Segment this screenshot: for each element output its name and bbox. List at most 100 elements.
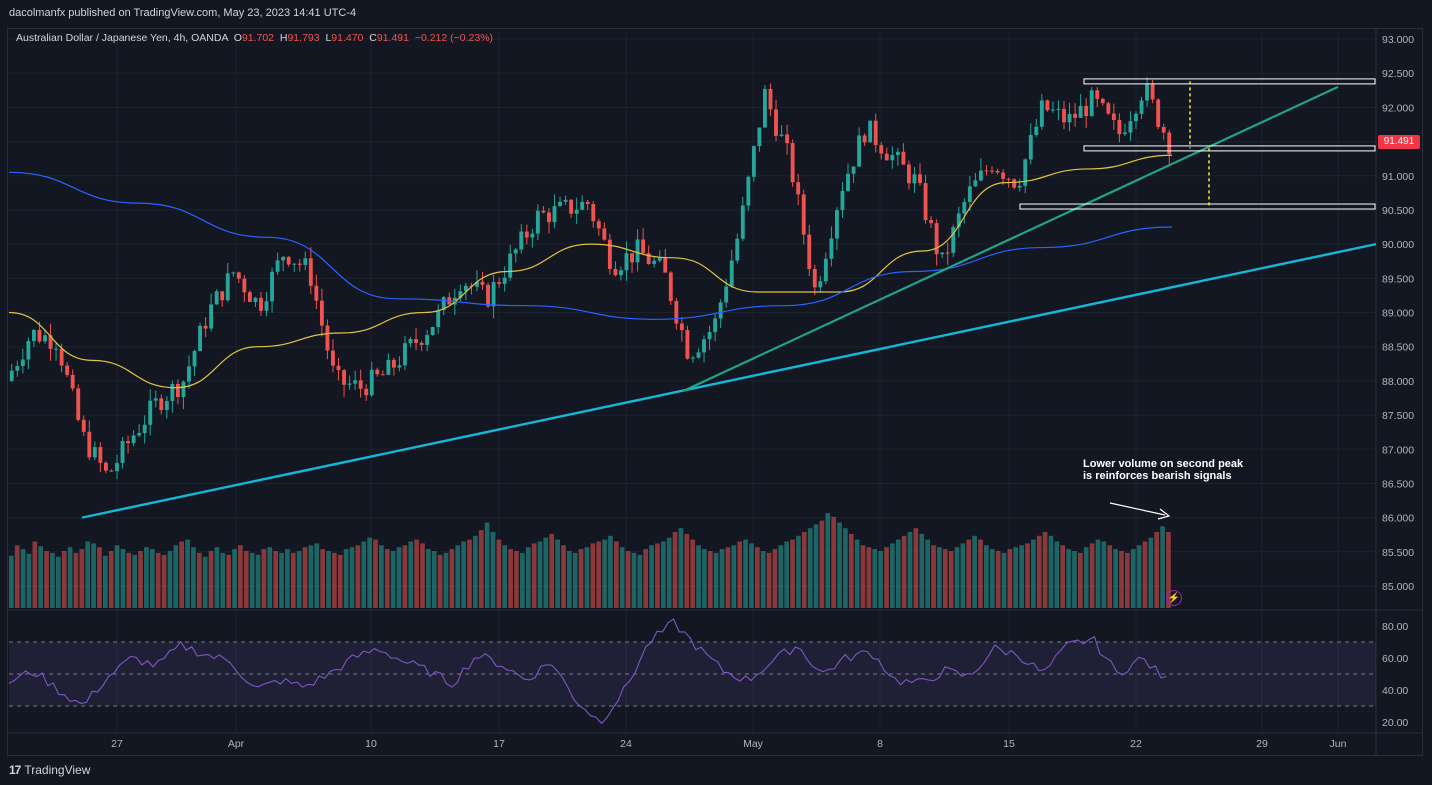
volume-bar (584, 547, 590, 608)
low-label: L (325, 32, 332, 44)
price-tick-label: 88.500 (1382, 342, 1414, 354)
candle-body (375, 369, 380, 375)
volume-bar (937, 547, 942, 608)
candle-body (253, 297, 258, 302)
volume-bar (1125, 552, 1130, 608)
rsi-pane: 80.00 60.00 40.00 20.00 (8, 618, 1408, 729)
volume-bar (860, 545, 866, 608)
time-tick-label: 27 (111, 738, 123, 750)
candle-body (1045, 100, 1050, 111)
volume-bar (279, 552, 284, 608)
candle-body (607, 239, 612, 269)
volume-bar (631, 552, 637, 608)
volume-bar (843, 528, 848, 608)
volume-bar (238, 545, 243, 608)
trendlines[interactable] (81, 78, 1377, 520)
candle-body (164, 400, 169, 411)
candle-body (142, 424, 147, 434)
candle-body (1067, 113, 1072, 123)
candle-body (956, 213, 961, 228)
volume-bar (308, 545, 314, 608)
volume-bar (796, 535, 801, 608)
volume-bar (901, 535, 907, 608)
time-tick-label: 24 (620, 738, 632, 750)
volume-bar (443, 552, 449, 608)
price-tick-label: 85.500 (1382, 547, 1414, 559)
volume-bar (555, 539, 560, 608)
candle-body (480, 281, 485, 285)
volume-bar (684, 533, 690, 608)
volume-bar (320, 549, 325, 608)
candle-body (691, 357, 695, 359)
volume-bar (766, 552, 772, 608)
candle-body (868, 120, 873, 143)
candle-body (181, 381, 186, 397)
volume-bar (373, 539, 378, 608)
candle-body (175, 383, 180, 397)
candle-body (236, 272, 241, 279)
candle-body (486, 284, 490, 307)
volume-bar (38, 546, 44, 608)
volume-bar (1066, 549, 1071, 608)
price-level-box (1019, 203, 1376, 210)
candle-body (98, 447, 103, 463)
low-value: 91.470 (331, 32, 364, 44)
candle-body (281, 256, 286, 261)
volume-bar (960, 543, 966, 608)
price-tick-label: 90.000 (1382, 239, 1414, 251)
volume-bar (643, 549, 649, 608)
candle-body (934, 223, 939, 255)
candle-body (1106, 103, 1111, 114)
candle-body (364, 388, 369, 396)
volume-bar (1154, 532, 1160, 608)
candle-body (940, 252, 945, 255)
candle-body (491, 282, 496, 307)
price-tick-label: 87.000 (1382, 444, 1414, 456)
volume-bar (819, 520, 825, 608)
volume-bar (790, 539, 795, 608)
candle-body (585, 201, 590, 204)
volume-bar (273, 551, 278, 608)
price-axis: 93.00092.50092.00091.50091.00090.50090.0… (1382, 34, 1414, 593)
lightning-icon[interactable]: ⚡ (1166, 590, 1182, 606)
candle-body (87, 431, 92, 458)
volume-bar (696, 545, 701, 608)
candle-body (613, 268, 618, 276)
volume-bar (1054, 541, 1060, 608)
candle-body (259, 297, 263, 311)
candle-body (331, 350, 335, 366)
volume-bar (749, 543, 754, 608)
volume-bar (895, 539, 901, 608)
candle-body (115, 463, 119, 472)
candle-body (297, 263, 302, 265)
volume-bar (925, 539, 930, 608)
candle-body (779, 134, 784, 136)
candle-body (126, 441, 131, 444)
volume-bar (1148, 537, 1154, 608)
time-axis: 27 Apr 10 17 24 May 8 15 22 29 Jun (111, 738, 1346, 750)
volume-bar (1119, 551, 1124, 608)
candle-body (790, 143, 795, 183)
rsi-tick-label: 20.00 (1382, 717, 1408, 729)
volume-bar (660, 541, 666, 608)
volume-bar (666, 537, 672, 608)
volume-bar (208, 551, 214, 608)
candle-body (153, 398, 158, 401)
candle-body (1034, 126, 1039, 136)
volume-bar (725, 547, 731, 608)
candle-body (679, 323, 684, 331)
volume-bar (226, 554, 232, 608)
volume-bar (537, 541, 543, 608)
volume-bar (173, 545, 179, 608)
candle-body (148, 400, 153, 425)
candle-body (823, 258, 828, 282)
candle-body (292, 263, 297, 265)
candle-body (1156, 99, 1161, 127)
volume-bar (778, 545, 784, 608)
volume-bar (1036, 535, 1042, 608)
candle-body (912, 174, 917, 184)
candle-body (353, 380, 358, 384)
volume-bar (890, 543, 895, 608)
candle-body (530, 233, 535, 238)
